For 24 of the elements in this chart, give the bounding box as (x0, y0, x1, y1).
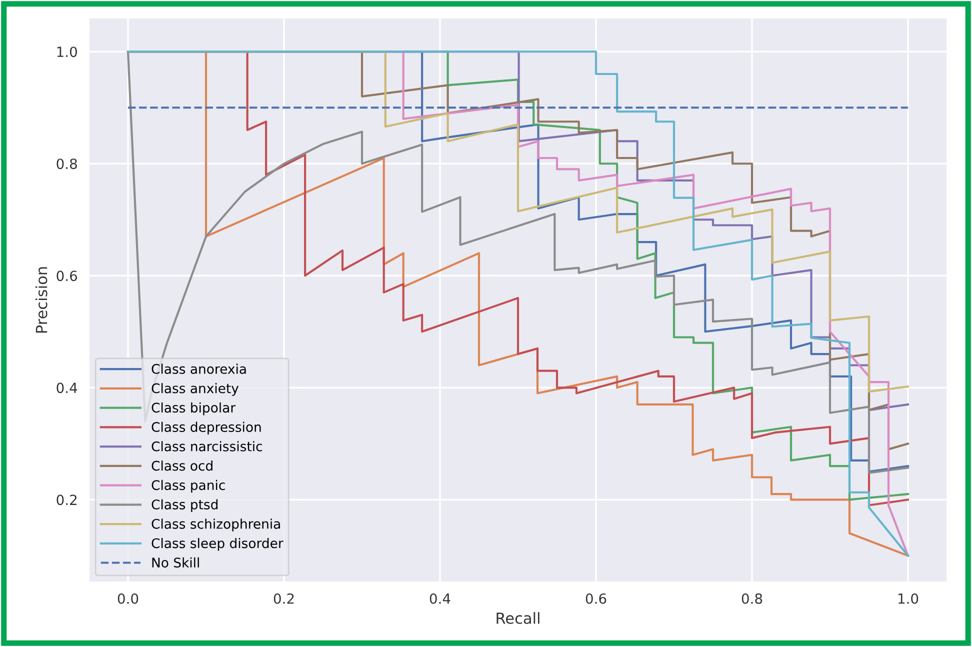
y-tick-label: 0.4 (56, 382, 78, 394)
x-tick-label: 0.0 (118, 593, 138, 604)
legend-label: Class schizophrenia (152, 518, 280, 532)
x-axis-title: Recall (496, 612, 540, 624)
legend-label: Class panic (152, 480, 225, 493)
legend-label: Class sleep disorder (152, 538, 284, 551)
y-tick-label: 1.0 (57, 46, 77, 58)
legend-label: Class depression (152, 422, 261, 435)
legend-label: Class ptsd (152, 499, 218, 512)
legend-label: Class anorexia (152, 364, 246, 374)
legend-label: Class narcissistic (152, 441, 262, 452)
legend-label: Class bipolar (152, 402, 236, 416)
y-axis-title: Precision (35, 267, 48, 333)
x-tick-label: 0.8 (742, 593, 762, 604)
x-tick-label: 0.6 (586, 593, 606, 604)
legend-label: No Skill (152, 557, 199, 568)
y-tick-label: 0.6 (56, 270, 78, 282)
legend-label: Class ocd (152, 460, 212, 471)
y-tick-label: 0.8 (56, 158, 77, 170)
y-tick-label: 0.2 (56, 494, 76, 506)
legend-label: Class anxiety (152, 383, 239, 396)
x-tick-label: 1.0 (898, 593, 918, 604)
x-tick-label: 0.2 (274, 593, 294, 604)
x-tick-label: 0.4 (430, 593, 450, 604)
